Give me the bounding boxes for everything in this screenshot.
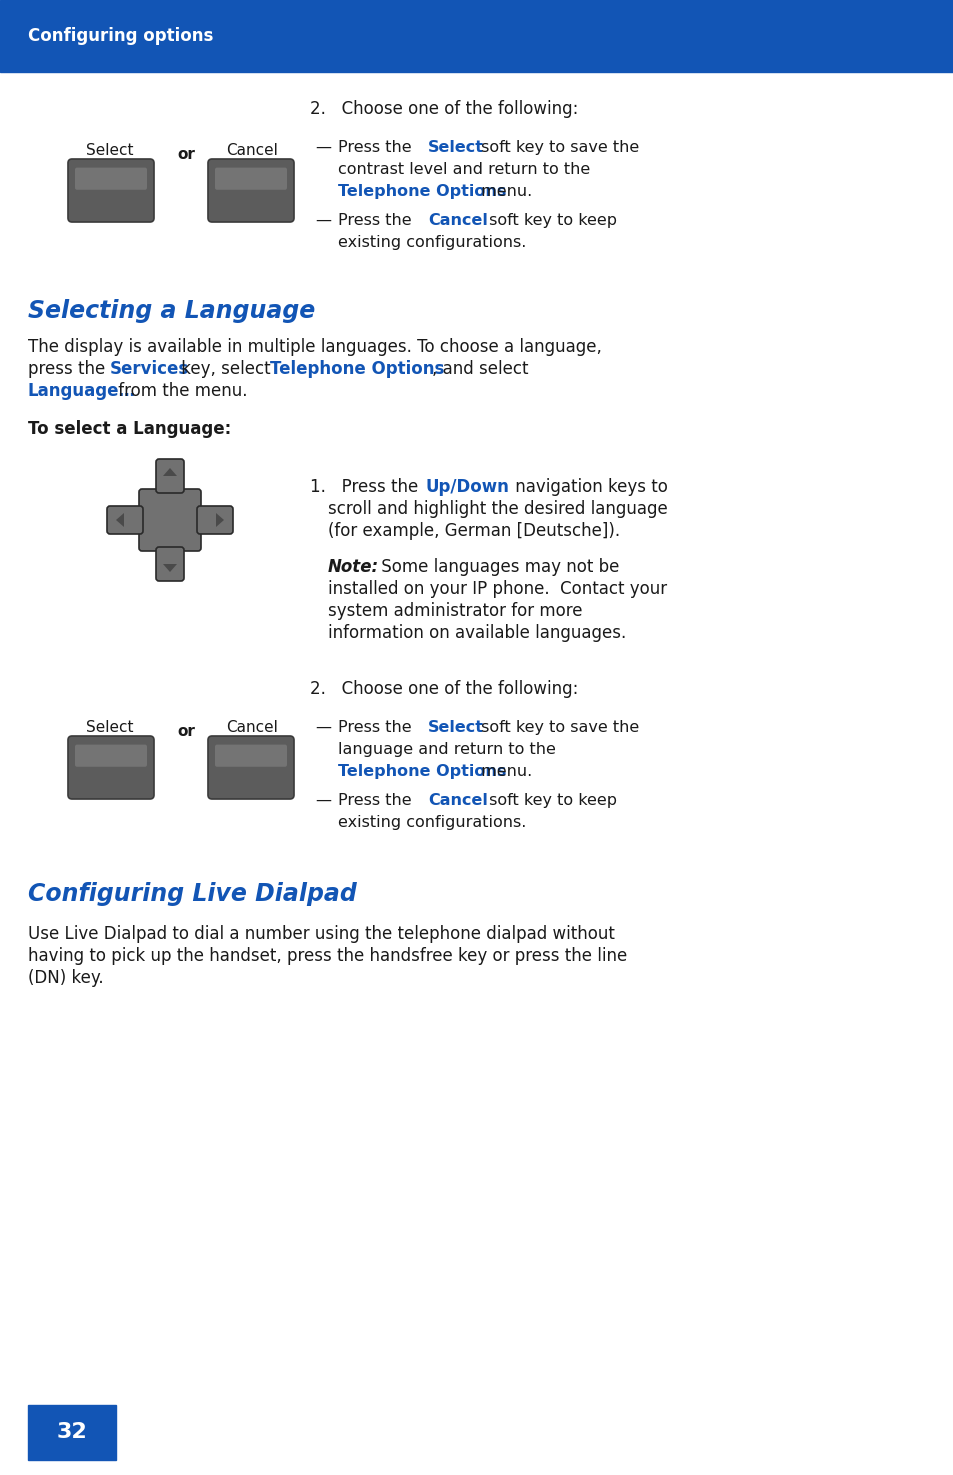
- Text: —: —: [314, 212, 331, 229]
- Text: or: or: [177, 724, 194, 739]
- Text: soft key to save the: soft key to save the: [476, 720, 639, 735]
- Text: menu.: menu.: [476, 764, 532, 779]
- Text: 1.   Press the: 1. Press the: [310, 478, 423, 496]
- FancyBboxPatch shape: [75, 168, 147, 190]
- Text: Some languages may not be: Some languages may not be: [375, 558, 618, 577]
- Text: existing configurations.: existing configurations.: [337, 235, 526, 249]
- Polygon shape: [215, 513, 224, 527]
- FancyBboxPatch shape: [156, 459, 184, 493]
- Text: —: —: [314, 794, 331, 808]
- Polygon shape: [163, 563, 177, 572]
- Text: Select: Select: [428, 140, 483, 155]
- Text: (DN) key.: (DN) key.: [28, 969, 104, 987]
- Text: 2.   Choose one of the following:: 2. Choose one of the following:: [310, 100, 578, 118]
- Text: Note:: Note:: [328, 558, 378, 577]
- Text: existing configurations.: existing configurations.: [337, 816, 526, 830]
- Bar: [28, 1406, 116, 1460]
- Text: or: or: [177, 148, 194, 162]
- Bar: [0, 0, 953, 72]
- Text: key, select: key, select: [175, 360, 275, 378]
- FancyBboxPatch shape: [156, 547, 184, 581]
- Text: menu.: menu.: [476, 184, 532, 199]
- Text: Telephone Options: Telephone Options: [337, 184, 506, 199]
- Text: Use Live Dialpad to dial a number using the telephone dialpad without: Use Live Dialpad to dial a number using …: [28, 925, 615, 943]
- FancyBboxPatch shape: [75, 745, 147, 767]
- Text: Services: Services: [110, 360, 189, 378]
- Text: Cancel: Cancel: [428, 794, 487, 808]
- Text: system administrator for more: system administrator for more: [328, 602, 582, 620]
- FancyBboxPatch shape: [68, 159, 153, 223]
- Polygon shape: [116, 513, 124, 527]
- FancyBboxPatch shape: [196, 506, 233, 534]
- Text: Select: Select: [86, 720, 133, 735]
- Text: soft key to keep: soft key to keep: [483, 794, 617, 808]
- Text: Cancel: Cancel: [226, 143, 277, 158]
- Text: from the menu.: from the menu.: [112, 382, 247, 400]
- Text: Select: Select: [428, 720, 483, 735]
- Text: The display is available in multiple languages. To choose a language,: The display is available in multiple lan…: [28, 338, 601, 355]
- FancyBboxPatch shape: [208, 159, 294, 223]
- Text: language and return to the: language and return to the: [337, 742, 556, 757]
- Polygon shape: [163, 468, 177, 476]
- Text: scroll and highlight the desired language: scroll and highlight the desired languag…: [328, 500, 667, 518]
- Text: Telephone Options: Telephone Options: [337, 764, 506, 779]
- Text: Telephone Options: Telephone Options: [270, 360, 444, 378]
- Text: soft key to keep: soft key to keep: [483, 212, 617, 229]
- Text: installed on your IP phone.  Contact your: installed on your IP phone. Contact your: [328, 580, 666, 597]
- FancyBboxPatch shape: [208, 736, 294, 799]
- Text: navigation keys to: navigation keys to: [510, 478, 667, 496]
- Text: , and select: , and select: [432, 360, 528, 378]
- Text: Cancel: Cancel: [428, 212, 487, 229]
- FancyBboxPatch shape: [68, 736, 153, 799]
- Text: Up/Down: Up/Down: [426, 478, 509, 496]
- Text: having to pick up the handset, press the handsfree key or press the line: having to pick up the handset, press the…: [28, 947, 626, 965]
- Text: Press the: Press the: [337, 140, 416, 155]
- Text: Configuring Live Dialpad: Configuring Live Dialpad: [28, 882, 356, 906]
- Text: press the: press the: [28, 360, 111, 378]
- Text: Press the: Press the: [337, 794, 416, 808]
- Text: Press the: Press the: [337, 212, 416, 229]
- Text: Language…: Language…: [28, 382, 136, 400]
- Text: 32: 32: [56, 1422, 88, 1443]
- Text: To select a Language:: To select a Language:: [28, 420, 231, 438]
- Text: (for example, German [Deutsche]).: (for example, German [Deutsche]).: [328, 522, 619, 540]
- Text: Select: Select: [86, 143, 133, 158]
- Text: information on available languages.: information on available languages.: [328, 624, 625, 642]
- Text: 2.   Choose one of the following:: 2. Choose one of the following:: [310, 680, 578, 698]
- Text: Cancel: Cancel: [226, 720, 277, 735]
- Text: soft key to save the: soft key to save the: [476, 140, 639, 155]
- FancyBboxPatch shape: [214, 168, 287, 190]
- FancyBboxPatch shape: [214, 745, 287, 767]
- Text: —: —: [314, 140, 331, 155]
- FancyBboxPatch shape: [107, 506, 143, 534]
- Text: Configuring options: Configuring options: [28, 27, 213, 46]
- Text: Selecting a Language: Selecting a Language: [28, 299, 314, 323]
- Text: Press the: Press the: [337, 720, 416, 735]
- Text: —: —: [314, 720, 331, 735]
- FancyBboxPatch shape: [139, 490, 201, 552]
- Text: contrast level and return to the: contrast level and return to the: [337, 162, 590, 177]
